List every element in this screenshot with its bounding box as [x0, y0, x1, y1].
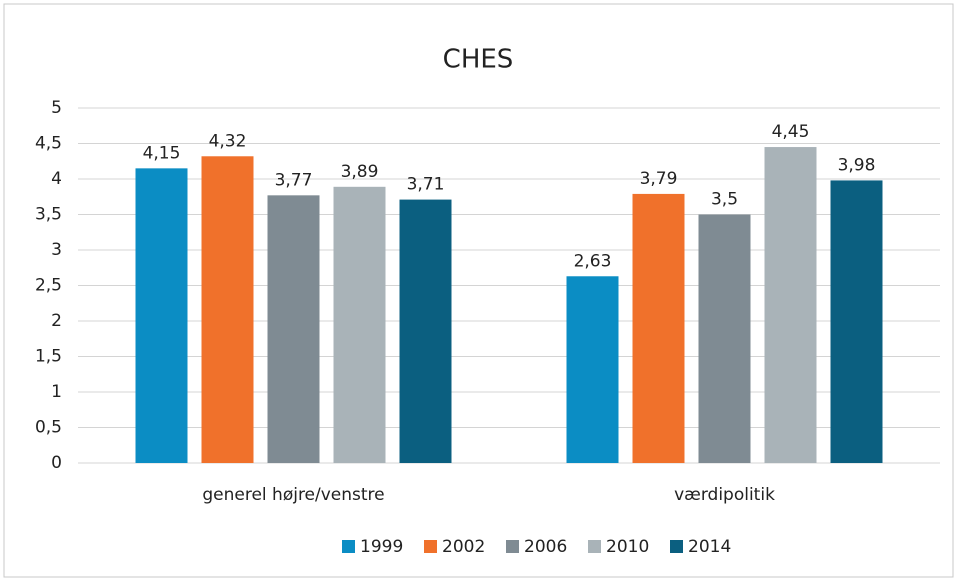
bar [764, 147, 817, 464]
value-label: 3,98 [838, 155, 876, 175]
y-tick-label: 0,5 [35, 418, 62, 438]
bar [399, 199, 452, 463]
y-tick-label: 0 [51, 453, 62, 473]
bar [566, 276, 619, 463]
bar [333, 186, 386, 463]
y-tick-label: 3 [51, 240, 62, 260]
value-label: 3,79 [640, 169, 678, 189]
legend-swatch [670, 540, 683, 553]
x-tick-label: generel højre/venstre [202, 485, 384, 505]
legend-swatch [506, 540, 519, 553]
bar [135, 168, 188, 463]
bar [632, 193, 685, 463]
x-tick-label: værdipolitik [674, 485, 775, 505]
legend-label: 2002 [442, 537, 485, 557]
bar [201, 156, 254, 463]
legend-swatch [588, 540, 601, 553]
value-label: 3,71 [407, 175, 445, 195]
value-label: 4,45 [772, 122, 810, 142]
chart-title: CHES [443, 45, 514, 75]
legend-swatch [342, 540, 355, 553]
value-label: 2,63 [574, 251, 612, 271]
value-label: 4,32 [209, 131, 247, 151]
y-tick-label: 4,5 [35, 134, 62, 154]
y-tick-label: 4 [51, 169, 62, 189]
y-tick-label: 3,5 [35, 205, 62, 225]
value-label: 3,5 [711, 190, 738, 210]
y-tick-label: 1,5 [35, 347, 62, 367]
y-tick-label: 5 [51, 98, 62, 118]
y-tick-label: 2,5 [35, 276, 62, 296]
y-tick-label: 2 [51, 311, 62, 331]
bar [267, 195, 320, 463]
legend-label: 2010 [606, 537, 649, 557]
legend-label: 2014 [688, 537, 731, 557]
legend-label: 2006 [524, 537, 567, 557]
bar [698, 214, 751, 463]
legend-swatch [424, 540, 437, 553]
legend-label: 1999 [360, 537, 403, 557]
value-label: 3,89 [341, 162, 379, 182]
bar [830, 180, 883, 464]
value-label: 4,15 [143, 143, 181, 163]
value-label: 3,77 [275, 170, 313, 190]
y-tick-label: 1 [51, 382, 62, 402]
